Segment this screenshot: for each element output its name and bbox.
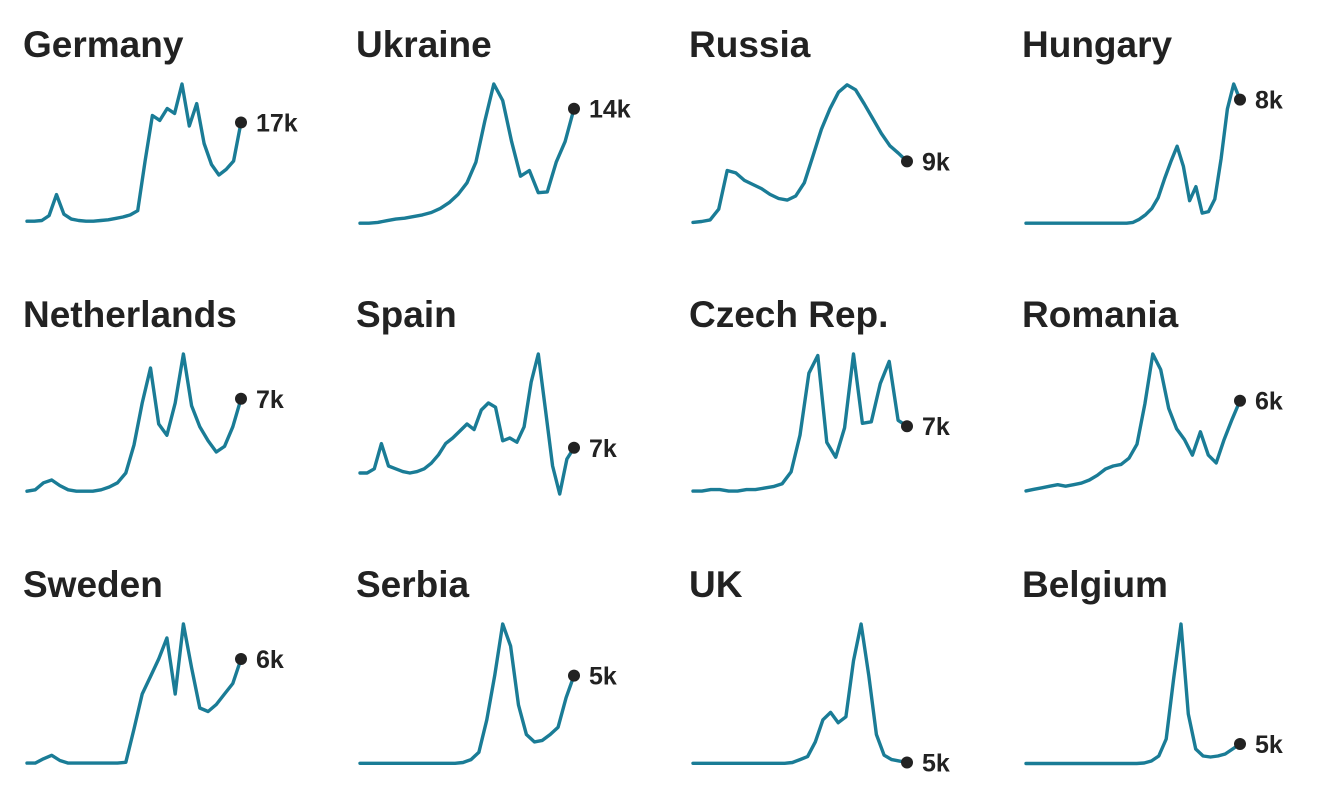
last-value-marker [901,420,913,433]
series-line [358,622,576,765]
panel-title: Spain [356,294,457,335]
panel-netherlands: Netherlands 7k [0,270,333,540]
panel-title: Czech Rep. [689,294,889,335]
last-value-label: 5k [922,750,950,778]
series-line [1024,82,1242,225]
panel-germany: Germany 17k [0,0,333,270]
panel-title: Sweden [23,564,163,605]
series-line [25,82,243,223]
panel-title: Romania [1022,294,1179,335]
panel-spain: Spain 7k [333,270,666,540]
panel-russia: Russia 9k [666,0,999,270]
series-line [25,622,243,765]
panel-title: Netherlands [23,294,237,335]
last-value-marker [235,116,247,129]
panel-uk: UK 5k [666,540,999,810]
last-value-label: 8k [1255,87,1283,115]
panel-title: Serbia [356,564,470,605]
last-value-marker [1234,738,1246,750]
last-value-marker [901,155,913,168]
series-line [691,83,909,225]
panel-serbia: Serbia 5k [333,540,666,810]
last-value-label: 6k [1255,388,1283,416]
last-value-label: 5k [589,663,617,691]
last-value-marker [1234,93,1246,106]
panel-ukraine: Ukraine 14k [333,0,666,270]
sparkline-chart: 7k [691,352,950,493]
panel-romania: Romania 6k [999,270,1320,540]
last-value-label: 17k [256,110,298,138]
panel-hungary: Hungary 8k [999,0,1320,270]
series-line [358,352,576,496]
sparkline-chart: 8k [1024,82,1283,225]
last-value-label: 7k [922,413,950,441]
sparkline-chart: 5k [691,622,950,778]
sparkline-chart: 6k [25,622,284,765]
sparkline-chart: 7k [25,352,284,493]
series-line [691,352,909,493]
sparkline-chart: 5k [1024,622,1283,766]
sparkline-chart: 5k [358,622,617,765]
sparkline-chart: 7k [358,352,617,496]
panel-czech-rep: Czech Rep. 7k [666,270,999,540]
last-value-label: 6k [256,646,284,674]
last-value-marker [568,102,580,115]
panel-title: UK [689,564,743,605]
panel-title: Hungary [1022,24,1173,65]
small-multiples-grid: Germany 17k Ukraine 14k Russia 9k Hungary 8k Net… [0,0,1320,778]
sparkline-chart: 17k [25,82,298,223]
series-line [25,352,243,493]
panel-belgium: Belgium 5k [999,540,1320,810]
last-value-marker [901,756,913,769]
last-value-marker [235,392,247,405]
last-value-marker [1234,394,1246,407]
series-line [691,622,909,765]
panel-title: Ukraine [356,24,492,65]
series-line [358,82,576,225]
sparkline-chart: 9k [691,83,950,225]
last-value-marker [568,441,580,454]
last-value-label: 7k [589,435,617,463]
panel-title: Germany [23,24,184,65]
last-value-label: 14k [589,96,631,124]
panel-title: Russia [689,24,811,65]
panel-sweden: Sweden 6k [0,540,333,810]
series-line [1024,352,1242,493]
panel-title: Belgium [1022,564,1168,605]
last-value-marker [235,653,247,665]
sparkline-chart: 6k [1024,352,1283,493]
last-value-label: 7k [256,386,284,414]
last-value-label: 9k [922,148,950,176]
last-value-label: 5k [1255,731,1283,759]
sparkline-chart: 14k [358,82,631,225]
last-value-marker [568,669,580,682]
